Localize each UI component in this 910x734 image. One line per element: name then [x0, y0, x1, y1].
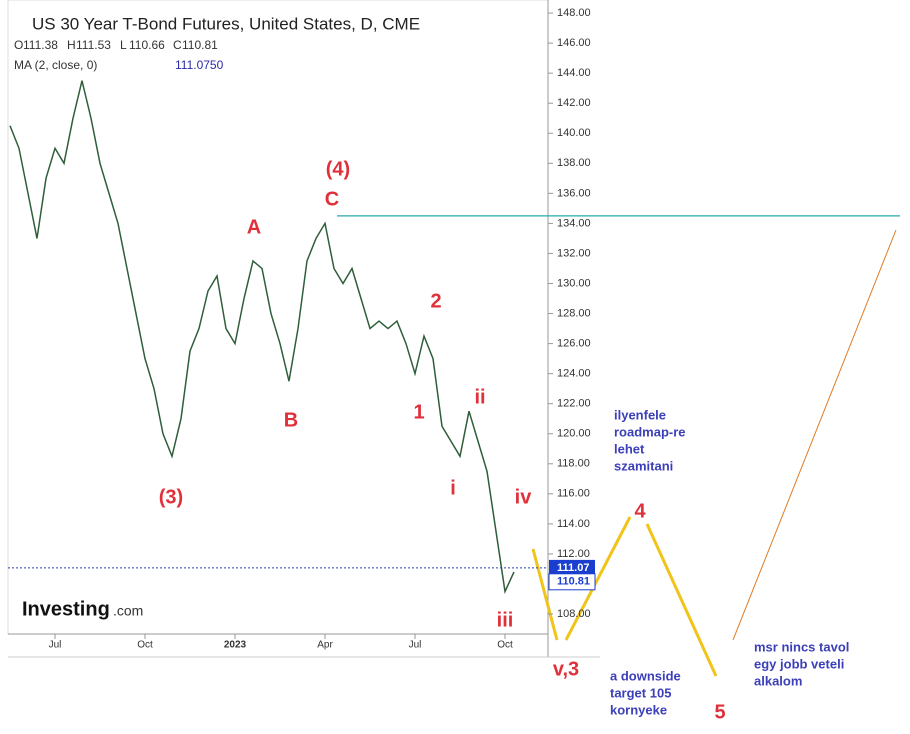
- chart-title: US 30 Year T-Bond Futures, United States…: [32, 14, 420, 33]
- y-tick-label: 146.00: [557, 37, 591, 49]
- x-tick-label: Jul: [49, 640, 62, 651]
- x-tick-label: Apr: [317, 640, 333, 651]
- y-tick-label: 136.00: [557, 187, 591, 199]
- logo: Investing: [22, 598, 110, 620]
- ohlc-item: H: [67, 38, 76, 52]
- projection-leg: [564, 516, 632, 641]
- projection-leg: [531, 548, 559, 641]
- indicator-value: 111.0750: [175, 58, 224, 72]
- last-price-box: [549, 559, 595, 576]
- ohlc-item: 110.66: [129, 38, 165, 52]
- y-tick-label: 134.00: [557, 217, 591, 229]
- wave-label: i: [450, 477, 456, 499]
- ohlc-item: O: [14, 38, 23, 52]
- wave-label: 5: [714, 701, 725, 723]
- wave-label: 1: [413, 401, 424, 423]
- ohlc-item: 111.38: [23, 38, 58, 52]
- y-tick-label: 118.00: [557, 458, 590, 470]
- y-tick-label: 128.00: [557, 307, 591, 319]
- plot-frame: [7, 0, 549, 635]
- note-line: lehet: [614, 441, 645, 456]
- note-line: roadmap-re: [614, 424, 686, 439]
- last-price-label: 111.07: [557, 562, 589, 574]
- y-tick-label: 116.00: [557, 488, 590, 500]
- y-tick-label: 148.00: [557, 7, 591, 19]
- y-tick-label: 144.00: [557, 67, 591, 79]
- ohlc-item: 110.81: [182, 38, 218, 52]
- wave-label: B: [284, 409, 298, 431]
- wave-label: ii: [474, 386, 485, 408]
- y-tick-label: 126.00: [557, 337, 591, 349]
- wave-label: (3): [159, 486, 183, 508]
- wave-label: v,3: [553, 658, 579, 680]
- y-tick-label: 140.00: [557, 127, 591, 139]
- wave-label: iv: [515, 486, 533, 508]
- note-line: kornyeke: [610, 702, 667, 717]
- wave-label: 2: [430, 290, 441, 312]
- projection: [531, 516, 718, 677]
- x-tick-label: Oct: [497, 640, 513, 651]
- price-line: [9, 80, 515, 595]
- wave-label: 4: [634, 500, 646, 522]
- y-tick-label: 114.00: [557, 518, 590, 530]
- y-tick-label: 124.00: [557, 368, 591, 380]
- x-tick-label: Jul: [409, 640, 422, 651]
- wave-label: C: [325, 188, 339, 210]
- note-line: msr nincs tavol: [754, 639, 849, 654]
- note-line: egy jobb veteli: [754, 656, 844, 671]
- y-tick-label: 122.00: [557, 398, 591, 410]
- note-line: szamitani: [614, 458, 673, 473]
- note-line: a downside: [610, 668, 681, 683]
- ohlc-item: 111.53: [76, 38, 111, 52]
- note-line: alkalom: [754, 673, 802, 688]
- projection-leg: [645, 523, 718, 677]
- note-line: target 105: [610, 685, 671, 700]
- ohlc-item: C: [173, 38, 182, 52]
- logo-suffix: .com: [113, 603, 143, 619]
- ohlc-item: L: [120, 38, 127, 52]
- indicator: MA (2, close, 0): [14, 58, 97, 72]
- y-tick-label: 112.00: [557, 548, 590, 560]
- close-price-box: [548, 573, 596, 591]
- wave-label: A: [247, 216, 261, 238]
- x-tick-label: Oct: [137, 640, 153, 651]
- note-line: ilyenfele: [614, 407, 666, 422]
- y-tick-label: 130.00: [557, 277, 591, 289]
- y-tick-label: 132.00: [557, 247, 591, 259]
- wave-label: (4): [326, 158, 350, 180]
- close-price-label: 110.81: [557, 576, 590, 588]
- wave-label: iii: [497, 609, 514, 631]
- projection-long: [732, 229, 897, 641]
- y-tick-label: 142.00: [557, 97, 591, 109]
- y-tick-label: 138.00: [557, 157, 591, 169]
- y-tick-label: 120.00: [557, 428, 591, 440]
- x-tick-label: 2023: [224, 640, 247, 651]
- y-tick-label: 108.00: [557, 608, 591, 620]
